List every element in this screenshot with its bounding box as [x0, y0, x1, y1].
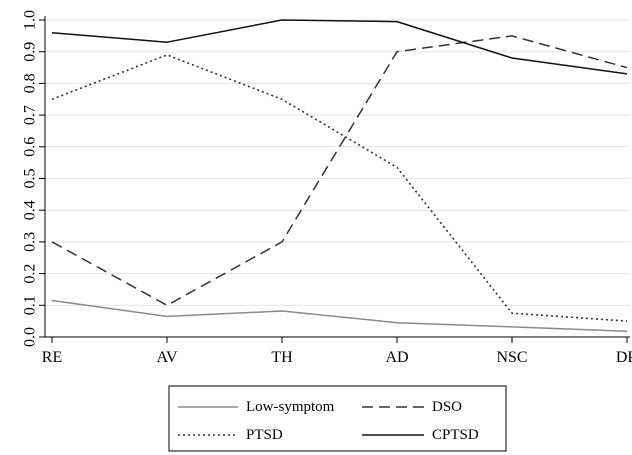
y-tick-label: 0.9 [22, 42, 39, 62]
y-tick-label: 0.4 [22, 200, 39, 220]
y-tick-label: 0.3 [22, 232, 39, 252]
legend-label: CPTSD [432, 427, 479, 443]
x-tick-label: AV [156, 349, 177, 366]
x-tick-label: NSC [496, 349, 527, 366]
legend-label: Low-symptom [246, 399, 335, 415]
x-tick-label: RE [42, 349, 62, 366]
x-tick-label: DR [616, 349, 632, 366]
y-tick-label: 0.2 [22, 264, 39, 284]
y-tick-label: 1.0 [22, 10, 39, 30]
axes [44, 16, 630, 338]
y-tick-label: 0.7 [22, 105, 39, 125]
series-lines [51, 19, 628, 333]
y-tick-label: 0.5 [22, 169, 39, 189]
y-tick-label: 0.8 [22, 73, 39, 93]
legend-label: DSO [432, 399, 462, 415]
grid-lines [45, 19, 630, 338]
x-axis-ticks: RE AV TH AD NSC DR [42, 337, 632, 366]
y-axis-ticks: 0.0 0.1 0.2 0.3 0.4 0.5 0.6 0.7 0.8 0.9 1.0 [22, 10, 45, 347]
y-tick-label: 0.6 [22, 137, 39, 157]
y-tick-label: 0.0 [22, 327, 39, 347]
series-line-ptsd [51, 54, 628, 322]
y-tick-label: 0.1 [22, 295, 39, 315]
x-tick-label: AD [385, 349, 408, 366]
legend-box [168, 385, 507, 452]
series-line-low-symptom [51, 299, 628, 333]
series-line-dso [51, 35, 628, 307]
x-tick-label: TH [271, 349, 293, 366]
legend-label: PTSD [246, 427, 283, 443]
series-line-cptsd [51, 19, 628, 75]
legend: Low-symptom DSO PTSD CPTSD [168, 385, 507, 452]
